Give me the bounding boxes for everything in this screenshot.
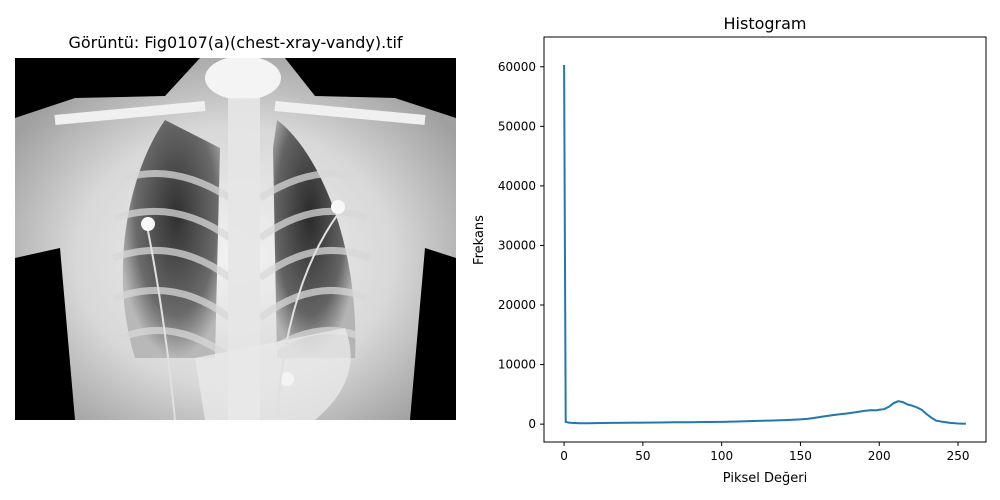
image-title: Görüntü: Fig0107(a)(chest-xray-vandy).ti… xyxy=(68,33,403,52)
y-tick-label: 30000 xyxy=(498,238,536,252)
x-tick-label: 250 xyxy=(947,449,970,463)
y-axis-label: Frekans xyxy=(472,215,487,265)
x-tick-label: 100 xyxy=(710,449,733,463)
x-tick-label: 50 xyxy=(635,449,650,463)
histogram-line xyxy=(563,64,966,425)
x-axis: 0 50 100 150 200 250 xyxy=(560,442,969,463)
chart-title: Histogram xyxy=(724,14,807,33)
y-tick-label: 50000 xyxy=(498,119,536,133)
y-tick-label: 40000 xyxy=(498,179,536,193)
y-tick-label: 10000 xyxy=(498,358,536,372)
y-tick-label: 0 xyxy=(528,417,536,431)
y-tick-label: 60000 xyxy=(498,60,536,74)
y-tick-label: 20000 xyxy=(498,298,536,312)
x-tick-label: 0 xyxy=(560,449,568,463)
y-axis: 0 10000 20000 30000 40000 50000 60000 xyxy=(498,60,544,431)
x-tick-label: 200 xyxy=(868,449,891,463)
plot-area xyxy=(543,36,987,443)
x-axis-label: Piksel Değeri xyxy=(723,471,807,486)
x-tick-label: 150 xyxy=(789,449,812,463)
chest-xray-image xyxy=(15,58,456,420)
